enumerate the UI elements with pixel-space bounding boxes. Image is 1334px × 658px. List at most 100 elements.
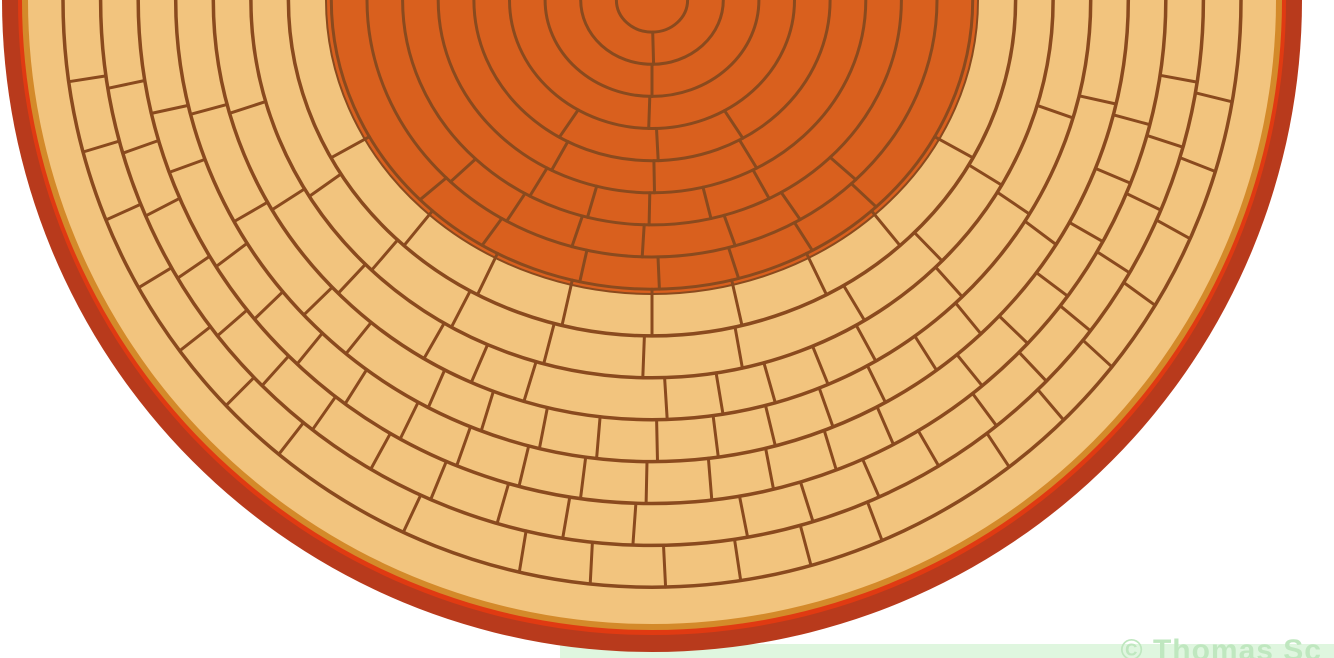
ray-segment [1017, 350, 1048, 383]
ray-segment [822, 428, 838, 472]
ray-segment [933, 135, 975, 160]
ray-segment [655, 418, 659, 463]
medullary-rays [67, 30, 1234, 589]
ray-segment [560, 278, 574, 327]
ray-segment [480, 217, 504, 247]
growth-ring [401, 0, 903, 227]
ray-segment [640, 223, 646, 259]
ray-segment [295, 331, 324, 366]
ray-segment [176, 254, 212, 280]
ray-segment [652, 159, 656, 195]
ray-segment [631, 501, 638, 547]
ray-segment [137, 266, 174, 290]
ray-segment [805, 251, 828, 297]
ray-segment [1093, 166, 1133, 185]
ray-segment [528, 166, 549, 198]
ray-segment [985, 431, 1011, 469]
growth-ring [136, 0, 1168, 506]
ray-segment [647, 191, 652, 227]
ray-segment [422, 321, 446, 360]
ray-segment [588, 540, 594, 586]
ray-segment [854, 323, 878, 363]
ray-segment [1077, 94, 1118, 106]
ray-segment [1158, 73, 1199, 84]
ray-segment [995, 190, 1031, 216]
ray-segment [307, 172, 343, 198]
ray-segment [579, 455, 588, 501]
ray-segment [1036, 388, 1066, 422]
ray-segment [550, 140, 570, 172]
ray-segment [1067, 220, 1105, 244]
ray-segment [1058, 304, 1092, 333]
ray-segment [916, 429, 941, 468]
ray-segment [270, 187, 307, 212]
ray-segment [870, 209, 902, 248]
ray-segment [711, 414, 720, 459]
ray-segment [799, 480, 815, 524]
ray-segment [733, 537, 743, 582]
ray-segment [561, 495, 572, 540]
ray-segment [67, 74, 108, 84]
ray-segment [954, 301, 983, 336]
ray-segment [595, 415, 602, 460]
ray-segment [449, 157, 478, 184]
ray-segment [1145, 133, 1185, 149]
ray-segment [505, 192, 527, 223]
growth-ring [174, 0, 1130, 464]
ray-segment [1111, 113, 1152, 127]
ray-segment [1034, 271, 1070, 298]
ray-segment [647, 94, 652, 130]
ray-segment [277, 421, 305, 456]
ray-segment [586, 184, 599, 219]
growth-ring [61, 0, 1243, 589]
ray-segment [971, 392, 998, 428]
ray-segment [967, 163, 1004, 187]
ray-segment [189, 102, 229, 116]
ray-segment [149, 103, 190, 115]
ray-segment [1095, 250, 1131, 275]
ray-segment [764, 446, 775, 491]
ray-segment [557, 108, 580, 139]
ray-segment [828, 155, 858, 182]
ray-segment [232, 200, 270, 223]
ray-segment [343, 368, 369, 406]
ray-segment [641, 334, 646, 380]
heartwood [326, 0, 978, 294]
growth-ring [365, 0, 939, 259]
ray-segment [542, 322, 556, 366]
ray-segment [418, 176, 448, 202]
ray-segment [522, 360, 538, 403]
ray-segment [955, 353, 984, 388]
ray-segment [216, 308, 249, 338]
ray-segment [733, 325, 744, 370]
ray-segment [167, 157, 207, 174]
ray-segment [178, 325, 212, 353]
ray-segment [81, 139, 121, 154]
ray-segment [455, 425, 472, 468]
growth-ring [211, 0, 1093, 422]
ray-segment [811, 344, 830, 386]
ray-segment [426, 368, 447, 409]
ray-segment [260, 354, 291, 388]
ray-segment [934, 265, 964, 299]
ray-segment [793, 221, 814, 252]
ray-segment [228, 100, 268, 115]
ray-segment [495, 482, 511, 525]
ray-segment [121, 139, 161, 155]
ray-segment [537, 406, 549, 450]
ray-segment [865, 364, 887, 404]
ray-segment [344, 320, 373, 356]
ray-segment [730, 278, 744, 327]
ray-segment [764, 403, 777, 448]
ray-segment [1124, 192, 1163, 212]
ray-segment [214, 241, 249, 269]
ray-segment [849, 182, 878, 209]
ray-segment [875, 405, 895, 446]
ray-segment [779, 190, 802, 222]
ray-segment [861, 457, 881, 499]
ray-segment [1122, 281, 1157, 307]
ray-segment [329, 135, 371, 160]
ray-segment [469, 343, 490, 384]
